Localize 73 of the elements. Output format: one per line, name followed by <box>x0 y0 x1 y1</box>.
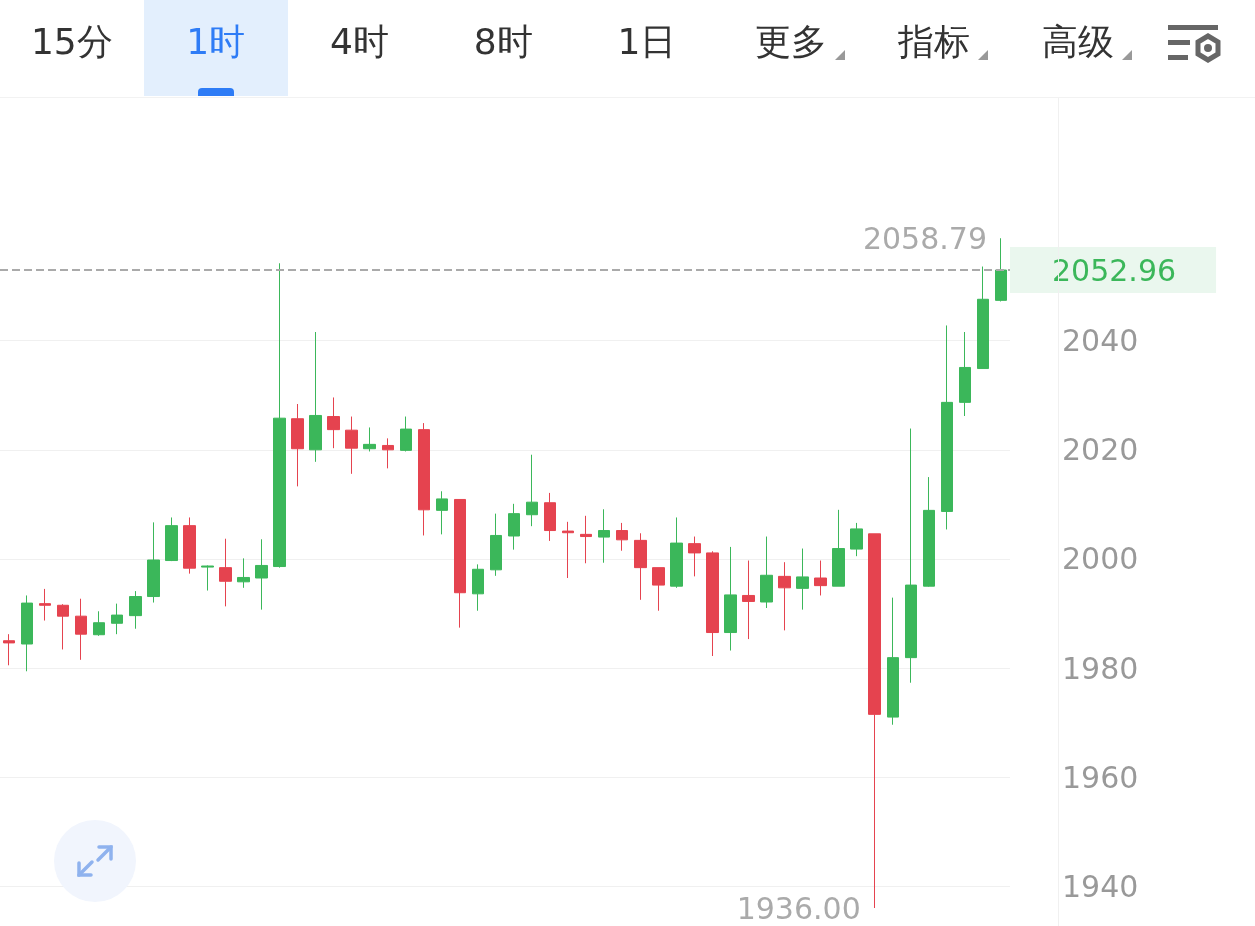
candlestick <box>688 536 701 577</box>
candlestick <box>400 416 412 452</box>
candlestick <box>309 331 322 463</box>
annotation: 2058.79 <box>862 220 987 256</box>
candlestick <box>796 548 809 611</box>
candlestick <box>472 563 484 612</box>
candlestick <box>598 508 610 564</box>
candlestick <box>147 521 160 604</box>
candlestick <box>652 567 665 612</box>
candlestick <box>508 503 520 551</box>
candlestick <box>832 509 845 587</box>
candlestick <box>57 603 69 650</box>
candlestick <box>887 597 899 726</box>
candlestick <box>273 262 286 569</box>
text: 4时 <box>328 20 390 64</box>
candlestick <box>93 610 105 637</box>
candlestick <box>418 422 430 536</box>
text: 高级 <box>1041 20 1116 64</box>
text: 指标 <box>897 20 972 64</box>
candlestick <box>706 550 719 657</box>
candlestick <box>39 588 51 622</box>
candlestick <box>526 454 538 527</box>
candlestick <box>544 492 556 542</box>
candlestick <box>454 498 466 629</box>
candlestick <box>724 546 737 652</box>
candlestick <box>490 513 502 577</box>
y-tick-label: 1960 <box>1062 759 1139 795</box>
ref-line-label: 2052.96 <box>1052 252 1177 288</box>
y-tick-label: 1980 <box>1062 650 1139 686</box>
candlestick <box>75 598 87 661</box>
candlestick <box>742 560 755 640</box>
candlestick <box>905 428 917 684</box>
candlestick <box>327 396 340 449</box>
candlestick <box>183 516 196 575</box>
text: 1日 <box>616 20 678 64</box>
candlestick <box>941 324 953 530</box>
candlestick <box>3 633 15 666</box>
candlestick <box>995 237 1007 302</box>
candlestick <box>345 416 358 475</box>
candlestick <box>21 594 33 672</box>
candlestick <box>868 533 881 909</box>
candlestick <box>363 426 376 452</box>
annotation: 1936.00 <box>736 890 861 926</box>
candlestick <box>291 403 304 487</box>
candlestick <box>923 476 935 588</box>
candlestick <box>977 266 989 370</box>
text: 更多 <box>753 20 828 64</box>
candlestick <box>562 521 574 579</box>
candlestick <box>111 603 123 635</box>
candlestick <box>850 522 863 557</box>
candlestick <box>219 538 232 607</box>
y-tick-label: 1940 <box>1062 868 1139 904</box>
candlestick <box>760 536 773 609</box>
text: 8时 <box>472 20 534 64</box>
candlestick <box>634 532 647 601</box>
candlestick <box>580 515 592 564</box>
candlestick <box>778 561 791 631</box>
y-tick-label: 2020 <box>1062 432 1139 468</box>
candlestick <box>814 560 827 596</box>
candlestick <box>616 522 628 552</box>
candlestick <box>959 331 971 417</box>
candlestick <box>382 437 394 469</box>
y-tick-label: 2040 <box>1062 323 1139 359</box>
candlestick <box>255 538 268 611</box>
candlestick <box>201 564 214 592</box>
text: 1时 <box>185 20 247 64</box>
candlestick <box>670 516 683 589</box>
candlestick <box>237 557 250 589</box>
text: 15分 <box>29 20 114 64</box>
y-tick-label: 2000 <box>1062 541 1139 577</box>
candlestick <box>436 490 448 535</box>
candlestick <box>165 516 178 562</box>
candlestick <box>129 590 142 630</box>
